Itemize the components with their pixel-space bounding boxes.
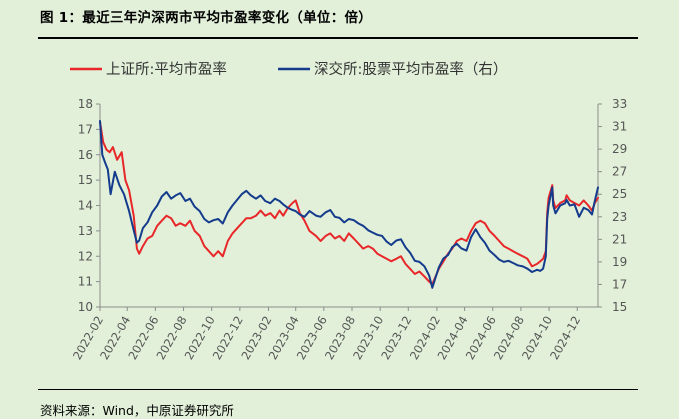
legend: 上证所:平均市盈率 深交所:股票平均市盈率（右） <box>70 60 507 78</box>
right-tick-label: 25 <box>612 187 627 201</box>
left-tick-label: 14 <box>78 199 93 213</box>
left-tick-label: 10 <box>78 300 93 314</box>
series-layer <box>99 119 599 289</box>
left-tick-label: 11 <box>78 275 93 289</box>
source-rule <box>38 389 638 390</box>
left-tick-label: 16 <box>78 148 93 162</box>
legend-label: 深交所:股票平均市盈率（右） <box>314 60 507 78</box>
left-tick-label: 12 <box>78 249 93 263</box>
figure-title: 图 1：最近三年沪深两市平均市盈率变化（单位：倍） <box>40 10 373 26</box>
right-tick-label: 17 <box>612 277 627 291</box>
legend-label: 上证所:平均市盈率 <box>106 61 227 78</box>
left-tick-label: 17 <box>78 122 93 136</box>
source-note: 资料来源：Wind，中原证券研究所 <box>40 403 234 418</box>
right-tick-label: 33 <box>612 97 627 111</box>
left-tick-label: 15 <box>78 173 93 187</box>
series-line-sse <box>99 120 599 286</box>
chart: 上证所:平均市盈率 深交所:股票平均市盈率（右） 10 11 12 13 14 15 16 17… <box>70 60 627 362</box>
title-rule <box>38 37 638 39</box>
right-tick-label: 21 <box>612 232 627 246</box>
right-tick-label: 27 <box>612 165 627 179</box>
axes: 1011121314151617181517192123252729313320… <box>70 97 627 362</box>
left-tick-label: 18 <box>78 97 93 111</box>
right-tick-label: 19 <box>612 255 627 269</box>
right-tick-label: 29 <box>612 142 627 156</box>
right-tick-label: 31 <box>612 120 627 134</box>
right-tick-label: 23 <box>612 210 627 224</box>
left-tick-label: 13 <box>78 224 93 238</box>
right-tick-label: 15 <box>612 300 627 314</box>
series-line-szse <box>99 119 599 289</box>
